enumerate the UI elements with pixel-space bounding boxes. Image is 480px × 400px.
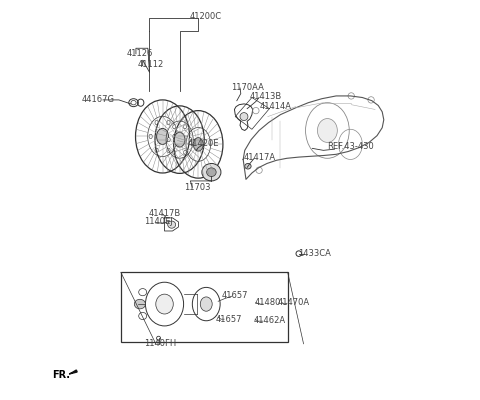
Text: 44167G: 44167G bbox=[82, 95, 115, 104]
Ellipse shape bbox=[155, 120, 158, 125]
Text: 41480: 41480 bbox=[255, 298, 281, 307]
Text: 41414A: 41414A bbox=[260, 102, 292, 111]
Text: 1433CA: 1433CA bbox=[298, 249, 330, 258]
Text: REF.43-430: REF.43-430 bbox=[327, 142, 374, 151]
Ellipse shape bbox=[156, 294, 173, 314]
Ellipse shape bbox=[189, 138, 192, 142]
Ellipse shape bbox=[173, 150, 176, 154]
Ellipse shape bbox=[183, 150, 187, 154]
Ellipse shape bbox=[149, 134, 152, 139]
Ellipse shape bbox=[200, 297, 212, 311]
Bar bbox=[121, 272, 288, 342]
Text: 1140EJ: 1140EJ bbox=[144, 217, 173, 226]
Ellipse shape bbox=[168, 138, 170, 142]
Text: 41462A: 41462A bbox=[254, 316, 286, 325]
Text: 41657: 41657 bbox=[222, 291, 249, 300]
Text: 41200C: 41200C bbox=[189, 12, 221, 21]
Text: 41417B: 41417B bbox=[149, 209, 181, 218]
Text: 41126: 41126 bbox=[127, 48, 153, 58]
Ellipse shape bbox=[245, 164, 251, 169]
Ellipse shape bbox=[183, 125, 187, 129]
Ellipse shape bbox=[156, 128, 168, 144]
Ellipse shape bbox=[317, 118, 337, 142]
Polygon shape bbox=[69, 370, 77, 374]
Ellipse shape bbox=[134, 299, 145, 309]
Ellipse shape bbox=[139, 288, 147, 296]
Ellipse shape bbox=[155, 148, 158, 152]
Text: 41420E: 41420E bbox=[188, 139, 219, 148]
Ellipse shape bbox=[193, 138, 203, 151]
Ellipse shape bbox=[167, 120, 170, 125]
Text: 1170AA: 1170AA bbox=[231, 84, 264, 92]
Ellipse shape bbox=[202, 164, 221, 181]
Ellipse shape bbox=[206, 168, 216, 176]
Text: 41112: 41112 bbox=[137, 60, 164, 70]
Text: FR.: FR. bbox=[52, 370, 71, 380]
Ellipse shape bbox=[174, 132, 185, 147]
Text: 41657: 41657 bbox=[216, 315, 242, 324]
Ellipse shape bbox=[168, 221, 176, 228]
Text: 11703: 11703 bbox=[183, 183, 210, 192]
Ellipse shape bbox=[173, 134, 176, 139]
Ellipse shape bbox=[173, 125, 176, 129]
Ellipse shape bbox=[167, 148, 170, 152]
Text: 41470A: 41470A bbox=[278, 298, 310, 306]
Ellipse shape bbox=[139, 312, 147, 320]
Text: 1140FH: 1140FH bbox=[144, 339, 176, 348]
Text: 41417A: 41417A bbox=[243, 153, 276, 162]
Text: 41413B: 41413B bbox=[250, 92, 282, 101]
Ellipse shape bbox=[240, 113, 248, 120]
